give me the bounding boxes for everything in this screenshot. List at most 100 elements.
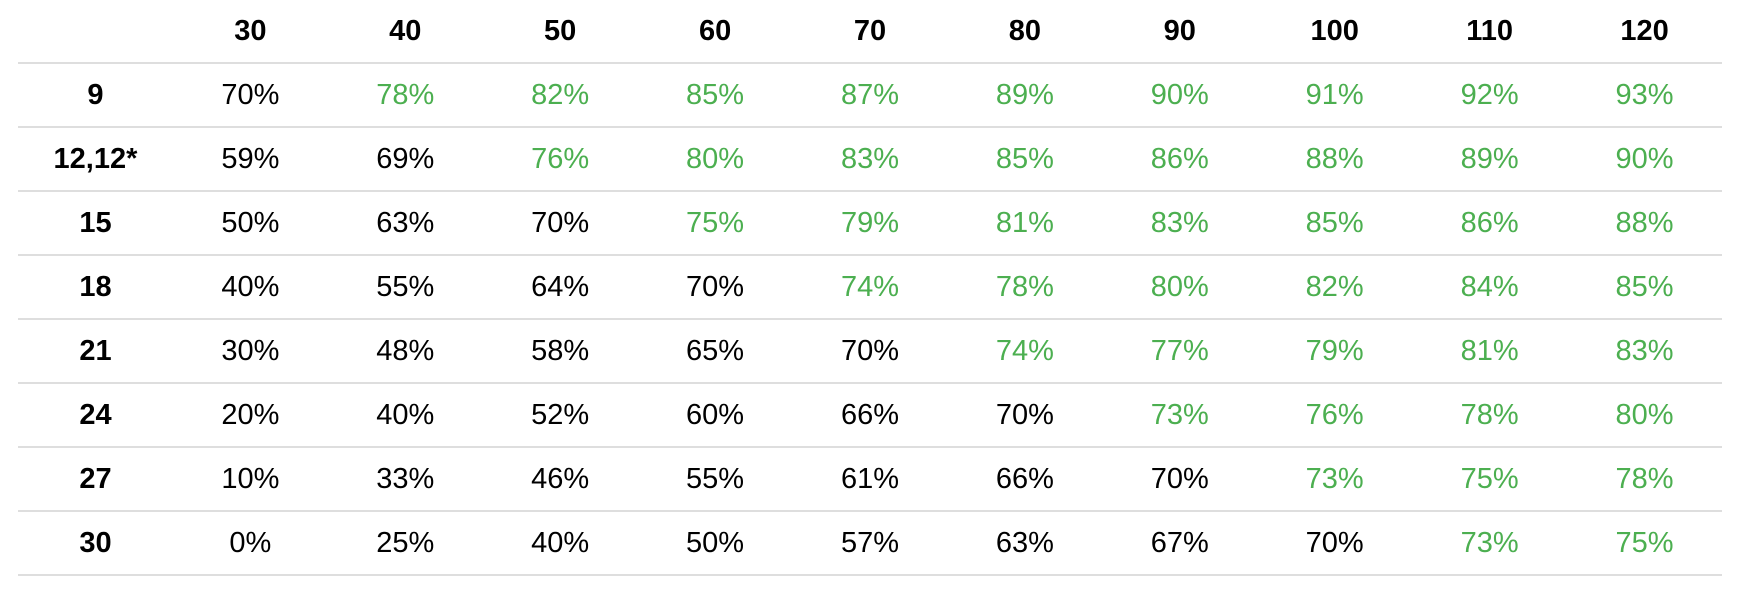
table-cell: 70% xyxy=(637,255,793,320)
table-cell: 75% xyxy=(1412,447,1568,512)
table-cell: 83% xyxy=(1567,319,1722,384)
table-cell: 78% xyxy=(1567,447,1722,512)
table-cell: 25% xyxy=(327,511,483,576)
table-cell: 55% xyxy=(327,255,483,320)
table-cell: 70% xyxy=(482,191,638,256)
table-cell: 61% xyxy=(792,447,948,512)
table-cell: 74% xyxy=(792,255,948,320)
table-cell: 66% xyxy=(792,383,948,448)
table-cell: 70% xyxy=(947,383,1103,448)
corner-cell xyxy=(18,0,173,64)
table-cell: 55% xyxy=(637,447,793,512)
table-cell: 92% xyxy=(1412,63,1568,128)
table-cell: 81% xyxy=(947,191,1103,256)
table-cell: 40% xyxy=(327,383,483,448)
row-header: 24 xyxy=(18,383,173,448)
row-header: 9 xyxy=(18,63,173,128)
table-cell: 83% xyxy=(792,127,948,192)
table-cell: 10% xyxy=(172,447,328,512)
table-cell: 74% xyxy=(947,319,1103,384)
table-cell: 30% xyxy=(172,319,328,384)
table-body: 9 70% 78% 82% 85% 87% 89% 90% 91% 92% 93% 12,12* 59%… xyxy=(18,63,1722,576)
column-header: 100 xyxy=(1257,0,1413,64)
table-cell: 52% xyxy=(482,383,638,448)
table-cell: 73% xyxy=(1102,383,1258,448)
table-cell: 88% xyxy=(1567,191,1722,256)
column-header: 110 xyxy=(1412,0,1568,64)
table-cell: 87% xyxy=(792,63,948,128)
row-header: 12,12* xyxy=(18,127,173,192)
table-cell: 78% xyxy=(1412,383,1568,448)
column-header: 30 xyxy=(172,0,328,64)
table-cell: 40% xyxy=(172,255,328,320)
table-row: 9 70% 78% 82% 85% 87% 89% 90% 91% 92% 93% xyxy=(18,63,1722,128)
table-row: 21 30% 48% 58% 65% 70% 74% 77% 79% 81% 83% xyxy=(18,319,1722,384)
row-header: 15 xyxy=(18,191,173,256)
table-cell: 79% xyxy=(792,191,948,256)
table-cell: 89% xyxy=(947,63,1103,128)
table-cell: 79% xyxy=(1257,319,1413,384)
table-cell: 91% xyxy=(1257,63,1413,128)
table-cell: 73% xyxy=(1257,447,1413,512)
table-cell: 81% xyxy=(1412,319,1568,384)
column-header: 50 xyxy=(482,0,638,64)
table-cell: 57% xyxy=(792,511,948,576)
table-cell: 0% xyxy=(172,511,328,576)
table-cell: 48% xyxy=(327,319,483,384)
table-cell: 76% xyxy=(482,127,638,192)
table-cell: 86% xyxy=(1102,127,1258,192)
table-cell: 73% xyxy=(1412,511,1568,576)
table-cell: 75% xyxy=(1567,511,1722,576)
table-cell: 20% xyxy=(172,383,328,448)
table-cell: 59% xyxy=(172,127,328,192)
table-row: 18 40% 55% 64% 70% 74% 78% 80% 82% 84% 85% xyxy=(18,255,1722,320)
table-cell: 90% xyxy=(1567,127,1722,192)
table-cell: 69% xyxy=(327,127,483,192)
table-cell: 80% xyxy=(637,127,793,192)
table-cell: 85% xyxy=(1567,255,1722,320)
table-cell: 86% xyxy=(1412,191,1568,256)
table-cell: 89% xyxy=(1412,127,1568,192)
table-cell: 82% xyxy=(482,63,638,128)
table-cell: 70% xyxy=(172,63,328,128)
table-row: 24 20% 40% 52% 60% 66% 70% 73% 76% 78% 80% xyxy=(18,383,1722,448)
column-header: 40 xyxy=(327,0,483,64)
column-header: 60 xyxy=(637,0,793,64)
table-cell: 78% xyxy=(327,63,483,128)
table-cell: 50% xyxy=(172,191,328,256)
table-cell: 75% xyxy=(637,191,793,256)
row-header: 21 xyxy=(18,319,173,384)
table-cell: 83% xyxy=(1102,191,1258,256)
column-header: 90 xyxy=(1102,0,1258,64)
table-cell: 88% xyxy=(1257,127,1413,192)
column-header: 120 xyxy=(1567,0,1722,64)
table-cell: 78% xyxy=(947,255,1103,320)
table-cell: 63% xyxy=(947,511,1103,576)
table-cell: 46% xyxy=(482,447,638,512)
column-header: 70 xyxy=(792,0,948,64)
table-cell: 85% xyxy=(947,127,1103,192)
table-header: 30 40 50 60 70 80 90 100 110 120 xyxy=(18,0,1722,64)
table-row: 27 10% 33% 46% 55% 61% 66% 70% 73% 75% 78% xyxy=(18,447,1722,512)
table-cell: 50% xyxy=(637,511,793,576)
data-table: 30 40 50 60 70 80 90 100 110 120 9 70% 78% 82% 85% 87%… xyxy=(18,0,1722,576)
table-cell: 58% xyxy=(482,319,638,384)
table-cell: 80% xyxy=(1102,255,1258,320)
row-header: 18 xyxy=(18,255,173,320)
table-cell: 85% xyxy=(1257,191,1413,256)
table-cell: 60% xyxy=(637,383,793,448)
table-row: 15 50% 63% 70% 75% 79% 81% 83% 85% 86% 88% xyxy=(18,191,1722,256)
table-cell: 63% xyxy=(327,191,483,256)
table-cell: 40% xyxy=(482,511,638,576)
table-cell: 90% xyxy=(1102,63,1258,128)
table-cell: 76% xyxy=(1257,383,1413,448)
table-cell: 70% xyxy=(1257,511,1413,576)
table-cell: 84% xyxy=(1412,255,1568,320)
column-header: 80 xyxy=(947,0,1103,64)
row-header: 27 xyxy=(18,447,173,512)
table-cell: 80% xyxy=(1567,383,1722,448)
table-cell: 33% xyxy=(327,447,483,512)
table-cell: 77% xyxy=(1102,319,1258,384)
table-row: 12,12* 59% 69% 76% 80% 83% 85% 86% 88% 89% 90% xyxy=(18,127,1722,192)
